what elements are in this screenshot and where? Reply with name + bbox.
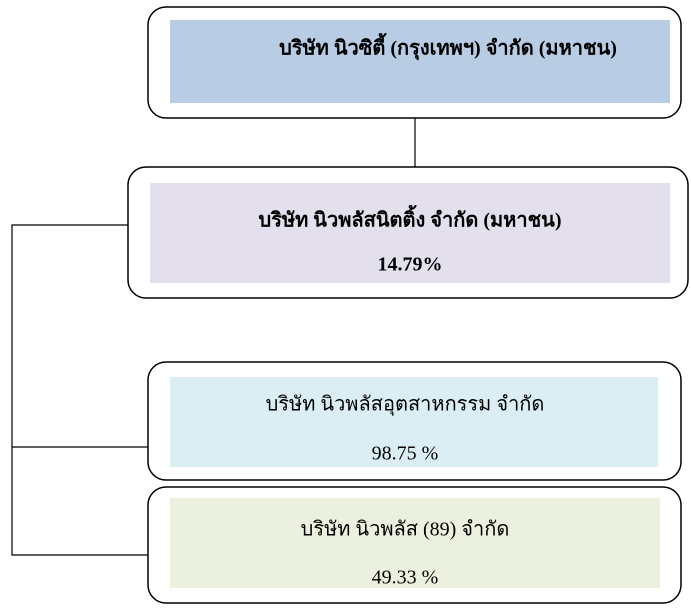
node-frame (147, 361, 682, 481)
node-fill (170, 377, 658, 467)
node-share: 14.79% (378, 254, 443, 276)
node-frame (147, 6, 682, 119)
node: บริษัท นิวซิตี้ (กรุงเทพฯ) จำกัด (มหาชน) (147, 6, 682, 119)
node: บริษัท นิวพลัสนิตติ้ง จำกัด (มหาชน) 14.7… (127, 166, 689, 299)
node-label: บริษัท นิวพลัสนิตติ้ง จำกัด (มหาชน) (259, 205, 562, 232)
node-fill (170, 20, 670, 103)
node: บริษัท นิวพลัสอุตสาหกรรม จำกัด 98.75 % (147, 361, 682, 481)
node-label: บริษัท นิวพลัส (89) จำกัด (301, 519, 510, 541)
connector (11, 224, 148, 556)
node-fill (170, 498, 660, 588)
node-label: บริษัท นิวพลัสอุตสาหกรรม จำกัด (266, 394, 545, 417)
node-frame (127, 166, 689, 299)
node-frame (147, 486, 682, 604)
node-label: บริษัท นิวซิตี้ (กรุงเทพฯ) จำกัด (มหาชน) (279, 33, 617, 61)
node-fill (150, 183, 670, 283)
node-share: 49.33 % (372, 567, 439, 589)
node: บริษัท นิวพลัส (89) จำกัด 49.33 % (147, 486, 682, 604)
node-share: 98.75 % (372, 443, 439, 465)
